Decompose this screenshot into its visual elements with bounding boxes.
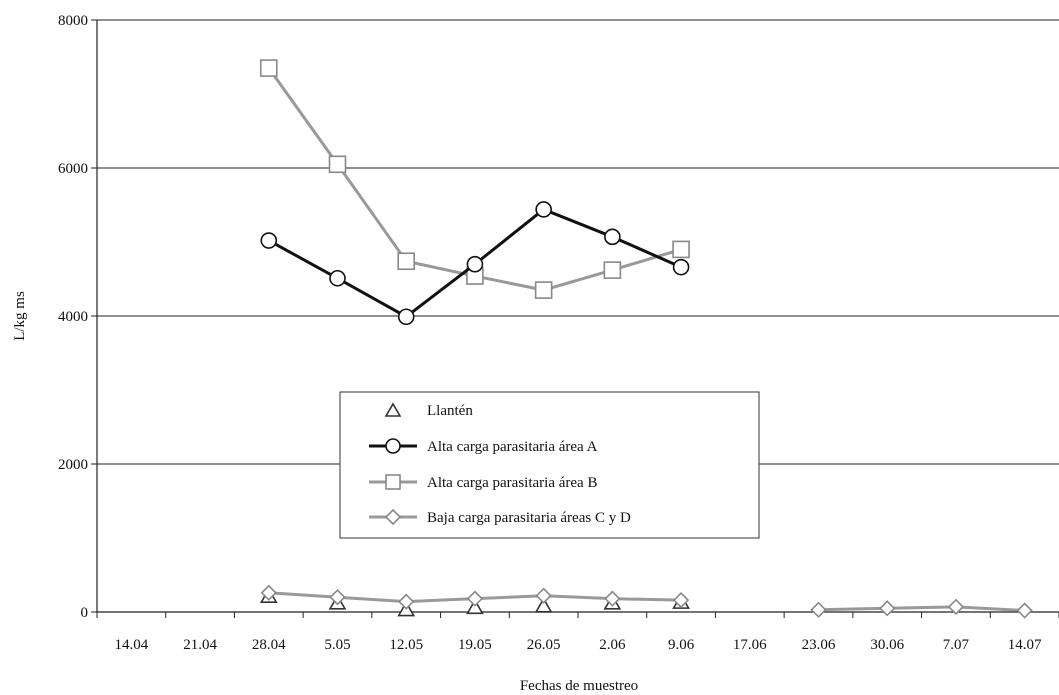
x-axis-ticks: 14.04 21.04 28.04 5.05 12.05 19.05 26.05 2.06 9.…	[96, 612, 1059, 653]
data-point-diamond	[466, 590, 484, 607]
x-tick-label: 2.06	[599, 637, 626, 653]
x-axis-title: Fechas de muestreo	[520, 678, 638, 694]
legend-item-llanten: Llantén	[384, 402, 473, 419]
data-point-circle	[535, 201, 552, 218]
data-point-circle	[604, 228, 621, 246]
data-point-diamond	[329, 589, 346, 606]
legend-label: Llantén	[427, 403, 473, 419]
x-tick-label: 28.04	[252, 637, 286, 653]
series-3	[260, 584, 1033, 619]
x-tick-label: 19.05	[458, 637, 492, 653]
data-point-diamond	[879, 600, 896, 617]
data-point-triangle	[534, 597, 553, 613]
data-point-square	[259, 59, 278, 77]
legend-label: Alta carga parasitaria área B	[427, 475, 597, 491]
data-point-diamond	[672, 592, 690, 609]
y-tick-label: 4000	[58, 309, 88, 325]
data-point-diamond	[260, 584, 277, 601]
legend-item-area-a: Alta carga parasitaria área A	[369, 438, 598, 455]
data-point-diamond	[398, 593, 415, 610]
series-1	[260, 201, 690, 326]
x-tick-label: 12.05	[389, 637, 423, 653]
data-point-diamond	[604, 590, 621, 607]
series-layer	[259, 59, 1033, 619]
x-tick-label: 17.06	[733, 637, 767, 653]
data-point-square	[672, 240, 690, 259]
data-point-circle	[672, 258, 690, 276]
circle-marker-icon	[385, 438, 401, 454]
triangle-marker-icon	[384, 402, 402, 417]
x-tick-label: 9.06	[668, 637, 695, 653]
data-point-circle	[329, 269, 346, 287]
data-point-circle	[466, 255, 484, 273]
y-tick-label: 2000	[58, 457, 88, 473]
data-point-diamond	[810, 601, 827, 618]
series-line	[818, 605, 1025, 613]
x-tick-label: 14.07	[1008, 637, 1042, 653]
y-axis-title: L/kg ms	[12, 291, 28, 341]
data-point-diamond	[1016, 602, 1033, 619]
data-point-square	[603, 261, 622, 279]
y-tick-label: 6000	[58, 161, 88, 177]
series-2	[259, 59, 690, 299]
legend-item-areas-c-d: Baja carga parasitaria áreas C y D	[369, 508, 631, 526]
y-tick-label: 8000	[58, 13, 88, 29]
data-point-circle	[397, 308, 415, 326]
legend-box	[339, 391, 760, 539]
legend-label: Alta carga parasitaria área A	[427, 439, 598, 455]
data-point-diamond	[947, 598, 965, 615]
data-point-circle	[260, 232, 278, 249]
diamond-marker-icon	[384, 508, 402, 526]
y-axis-ticks: 0 2000 4000 6000 8000	[58, 13, 97, 621]
square-marker-icon	[385, 474, 401, 490]
legend-label: Baja carga parasitaria áreas C y D	[427, 510, 631, 526]
legend: Llantén Alta carga parasitaria área A Al…	[339, 391, 760, 539]
x-tick-label: 23.06	[802, 637, 836, 653]
data-point-square	[328, 155, 347, 174]
data-point-square	[397, 252, 416, 271]
data-point-square	[534, 281, 553, 299]
y-tick-label: 0	[81, 605, 89, 621]
data-point-diamond	[535, 587, 552, 604]
x-tick-label: 7.07	[943, 637, 970, 653]
x-tick-label: 5.05	[324, 637, 350, 653]
x-tick-label: 26.05	[527, 637, 561, 653]
x-tick-label: 21.04	[183, 637, 217, 653]
x-tick-label: 14.04	[114, 637, 148, 653]
x-tick-label: 30.06	[870, 637, 904, 653]
legend-item-area-b: Alta carga parasitaria área B	[369, 474, 597, 491]
